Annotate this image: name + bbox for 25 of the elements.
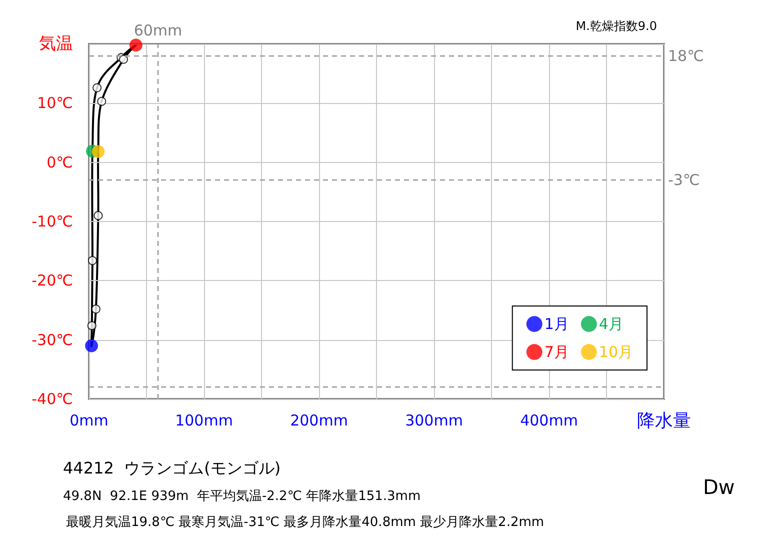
x-tick-label: 0mm [70,412,108,430]
legend-label: 4月 [598,315,624,333]
text: 49.8N 92.1E 939m 年平均気温-2.2℃ 年降水量151.3mm [63,489,421,504]
x-tick-label: 300mm [405,412,463,430]
legend-label: 1月 [544,315,569,333]
ref-line-label: 60mm [134,22,182,40]
ref-line-label: 18℃ [668,46,704,65]
x-tick-label: 400mm [520,412,578,430]
y-axis-title: 気温 [39,34,73,54]
y-tick-label: 10℃ [37,94,73,112]
legend-label: 10月 [598,343,634,361]
x-tick-label: 100mm [175,412,233,430]
y-tick-label: -10℃ [32,212,73,230]
y-tick-label: -40℃ [32,390,73,408]
y-tick-label: 0℃ [46,153,73,172]
text: Dw [703,475,735,499]
y-tick-label: -30℃ [32,330,73,349]
text: M.乾燥指数9.0 [576,19,658,33]
ref-line-label: -3℃ [668,171,700,190]
x-tick-label: 200mm [290,412,348,430]
x-axis-title: 降水量 [637,410,691,432]
y-tick-label: -20℃ [32,272,73,290]
legend-label: 7月 [544,343,569,361]
text: 最暖月気温19.8℃ 最寒月気温-31℃ 最多月降水量40.8mm 最少月降水量2.2mm [66,514,544,530]
text: 44212 ウランゴム(モンゴル) [63,458,281,478]
